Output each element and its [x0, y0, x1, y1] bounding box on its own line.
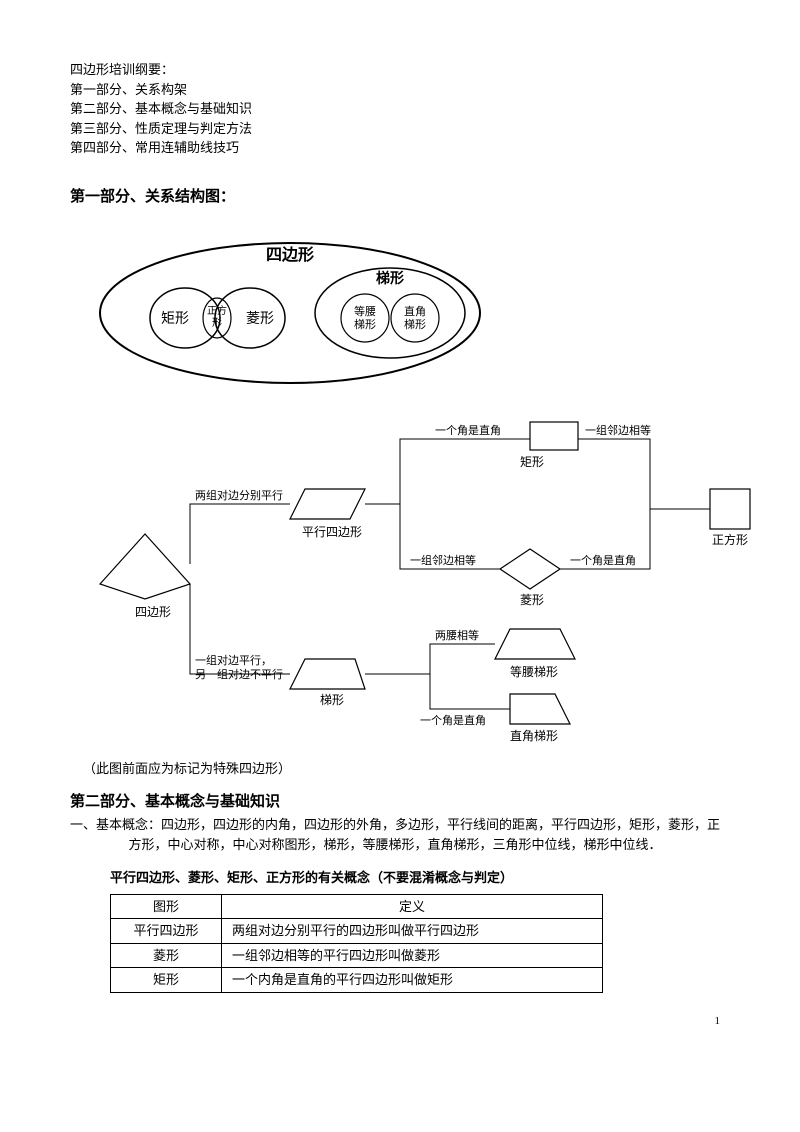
- svg-text:等腰梯形: 等腰梯形: [510, 665, 558, 679]
- svg-text:梯形: 梯形: [320, 693, 344, 707]
- table-row: 菱形 一组邻边相等的平行四边形叫做菱形: [111, 943, 603, 968]
- outline-item: 第三部分、性质定理与判定方法: [70, 119, 730, 139]
- venn-label: 梯形: [376, 270, 404, 287]
- section1-title: 第一部分、关系结构图：: [70, 186, 730, 209]
- venn-outer-label: 四边形: [266, 245, 314, 264]
- outline-item: 第二部分、基本概念与基础知识: [70, 99, 730, 119]
- outline-title: 四边形培训纲要：: [70, 60, 730, 80]
- venn-label: 直角: [404, 304, 426, 318]
- page-number: 1: [70, 1013, 730, 1030]
- svg-text:一个角是直角: 一个角是直角: [420, 713, 486, 727]
- col-header: 图形: [111, 894, 222, 919]
- venn-label: 形: [212, 317, 222, 329]
- section2-title: 第二部分、基本概念与基础知识: [70, 791, 730, 814]
- venn-diagram: 四边形 矩形 正方 形 菱形 梯形 等腰 梯形 直角 梯形: [90, 218, 730, 394]
- table-row: 平行四边形 两组对边分别平行的四边形叫做平行四边形: [111, 919, 603, 944]
- venn-label: 梯形: [354, 318, 376, 331]
- concepts-label: 一、基本概念：: [70, 817, 161, 832]
- table-title: 平行四边形、菱形、矩形、正方形的有关概念（不要混淆概念与判定）: [110, 868, 730, 888]
- venn-label: 等腰: [354, 304, 376, 318]
- venn-label: 正方: [207, 304, 227, 317]
- venn-label: 菱形: [246, 311, 274, 327]
- venn-label: 梯形: [404, 318, 426, 331]
- col-header: 定义: [222, 894, 603, 919]
- table-row: 图形 定义: [111, 894, 603, 919]
- table-row: 矩形 一个内角是直角的平行四边形叫做矩形: [111, 968, 603, 993]
- svg-text:一个角是直角: 一个角是直角: [435, 423, 501, 437]
- svg-text:一组邻边相等: 一组邻边相等: [585, 423, 651, 437]
- svg-text:直角梯形: 直角梯形: [510, 729, 558, 743]
- flow-diagram: 四边形 平行四边形 矩形 菱形 正方形 梯形 等腰梯形 直角梯形 两组对边分别平…: [90, 404, 730, 750]
- svg-text:另一组对边不平行: 另一组对边不平行: [195, 667, 283, 681]
- svg-text:菱形: 菱形: [520, 593, 544, 607]
- outline-item: 第一部分、关系构架: [70, 80, 730, 100]
- concepts: 一、基本概念：四边形，四边形的内角，四边形的外角，多边形，平行线间的距离，平行四…: [70, 815, 730, 854]
- concepts-text: 四边形，四边形的内角，四边形的外角，多边形，平行线间的距离，平行四边形，矩形，菱…: [129, 817, 721, 852]
- svg-text:一组邻边相等: 一组邻边相等: [410, 553, 476, 567]
- svg-text:正方形: 正方形: [712, 532, 748, 547]
- svg-text:一组对边平行，: 一组对边平行，: [195, 653, 272, 667]
- diagram-note: （此图前面应为标记为特殊四边形）: [70, 759, 730, 779]
- svg-text:平行四边形: 平行四边形: [302, 525, 362, 539]
- svg-text:矩形: 矩形: [520, 455, 544, 469]
- definitions-table: 图形 定义 平行四边形 两组对边分别平行的四边形叫做平行四边形 菱形 一组邻边相…: [110, 894, 603, 993]
- venn-label: 矩形: [161, 311, 189, 327]
- svg-text:四边形: 四边形: [135, 605, 171, 619]
- svg-text:两腰相等: 两腰相等: [435, 628, 479, 642]
- svg-text:一个角是直角: 一个角是直角: [570, 553, 636, 567]
- outline-item: 第四部分、常用连辅助线技巧: [70, 138, 730, 158]
- svg-text:两组对边分别平行: 两组对边分别平行: [195, 488, 283, 502]
